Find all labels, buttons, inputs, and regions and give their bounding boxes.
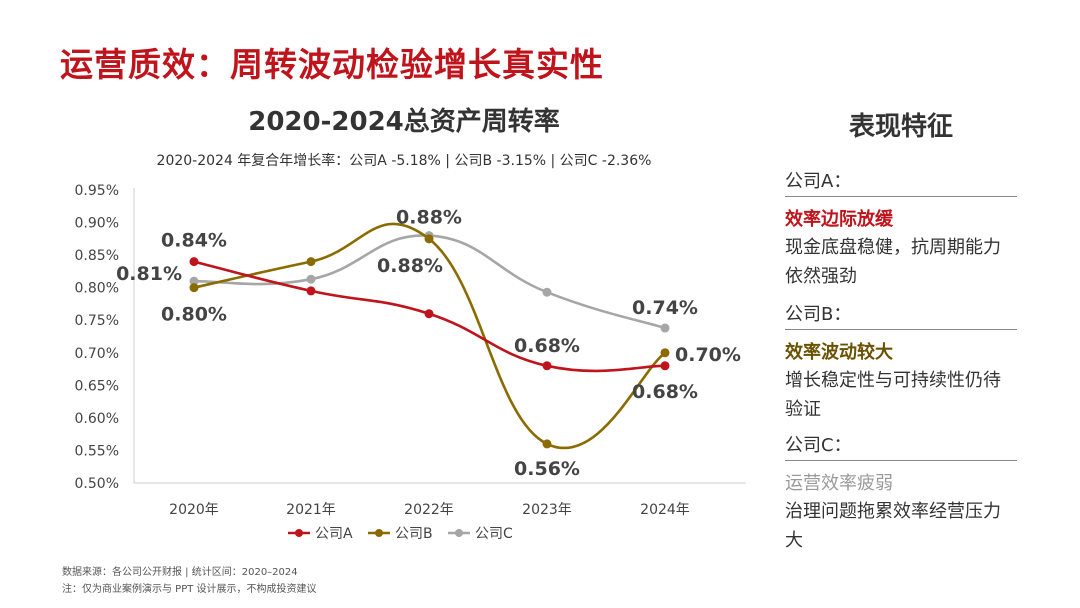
data-point: [306, 257, 316, 267]
y-tick-label: 0.75%: [75, 313, 119, 329]
y-tick-label: 0.65%: [75, 378, 119, 394]
y-tick-label: 0.80%: [75, 281, 119, 297]
data-label: 0.68%: [632, 381, 698, 403]
y-tick-label: 0.90%: [75, 216, 119, 232]
data-point: [189, 257, 199, 267]
data-point: [306, 286, 316, 296]
x-tick-label: 2024年: [640, 502, 690, 518]
feature-key-point: 效率波动较大: [785, 342, 893, 363]
data-label: 0.88%: [396, 207, 462, 229]
feature-heading: 公司B：: [785, 300, 1017, 330]
feature-section-company-a: 公司A： 效率边际放缓 现金底盘稳健，抗周期能力依然强劲: [785, 167, 1017, 291]
x-tick-label: 2022年: [404, 502, 454, 518]
data-label: 0.68%: [514, 335, 580, 357]
data-point: [542, 361, 552, 371]
data-point: [306, 274, 316, 284]
data-label: 0.70%: [675, 344, 741, 366]
data-point: [660, 348, 670, 358]
data-point: [660, 323, 670, 333]
y-tick-label: 0.60%: [75, 411, 119, 427]
chart-title: 2020-2024总资产周转率: [248, 107, 560, 137]
y-tick-label: 0.55%: [75, 443, 119, 459]
feature-description: 现金底盘稳健，抗周期能力依然强劲: [785, 237, 1001, 287]
feature-description: 增长稳定性与可持续性仍待验证: [785, 370, 1001, 420]
y-tick-label: 0.70%: [75, 346, 119, 362]
page-title: 运营质效：周转波动检验增长真实性: [60, 45, 604, 84]
y-tick-label: 0.95%: [75, 183, 119, 199]
y-tick-label: 0.85%: [75, 248, 119, 264]
data-point: [660, 361, 670, 371]
feature-section-company-c: 公司C： 运营效率疲弱 治理问题拖累效率经营压力大: [785, 431, 1017, 555]
legend-label: 公司B: [395, 526, 433, 542]
x-tick-label: 2020年: [169, 502, 219, 518]
legend-marker: [455, 529, 463, 537]
feature-key-point: 效率边际放缓: [785, 209, 893, 230]
data-point: [542, 439, 552, 449]
data-point: [424, 234, 434, 244]
data-label: 0.74%: [632, 297, 698, 319]
data-label: 0.81%: [116, 263, 182, 285]
disclaimer-note: 注：仅为商业案例演示与 PPT 设计展示，不构成投资建议: [62, 584, 317, 595]
data-point: [189, 283, 199, 293]
feature-section-company-b: 公司B： 效率波动较大 增长稳定性与可持续性仍待验证: [785, 300, 1017, 424]
feature-key-point: 运营效率疲弱: [785, 473, 893, 494]
legend-label: 公司C: [475, 526, 513, 542]
data-point: [189, 276, 199, 286]
y-tick-label: 0.50%: [75, 476, 119, 492]
legend-label: 公司A: [315, 526, 353, 542]
x-tick-label: 2021年: [286, 502, 336, 518]
feature-heading: 公司A：: [785, 167, 1017, 197]
data-point: [424, 309, 434, 319]
x-tick-label: 2023年: [522, 502, 572, 518]
data-point: [542, 287, 552, 297]
data-source-note: 数据来源：各公司公开财报 | 统计区间：2020–2024: [62, 567, 298, 578]
data-label: 0.88%: [377, 255, 443, 277]
data-label: 0.84%: [161, 230, 227, 252]
data-label: 0.56%: [514, 458, 580, 480]
data-label: 0.80%: [161, 304, 227, 326]
feature-description: 治理问题拖累效率经营压力大: [785, 501, 1001, 551]
series-line-公司B: [193, 222, 666, 450]
line-chart: 0.50% 0.55% 0.60% 0.65% 0.70% 0.75% 0.80% 0.85%…: [75, 183, 746, 542]
chart-subtitle: 2020-2024 年复合年增长率：公司A -5.18% | 公司B -3.15…: [156, 153, 652, 169]
legend-marker: [295, 529, 303, 537]
legend-marker: [375, 529, 383, 537]
feature-heading: 公司C：: [785, 431, 1017, 461]
side-panel-title: 表现特征: [848, 112, 953, 142]
